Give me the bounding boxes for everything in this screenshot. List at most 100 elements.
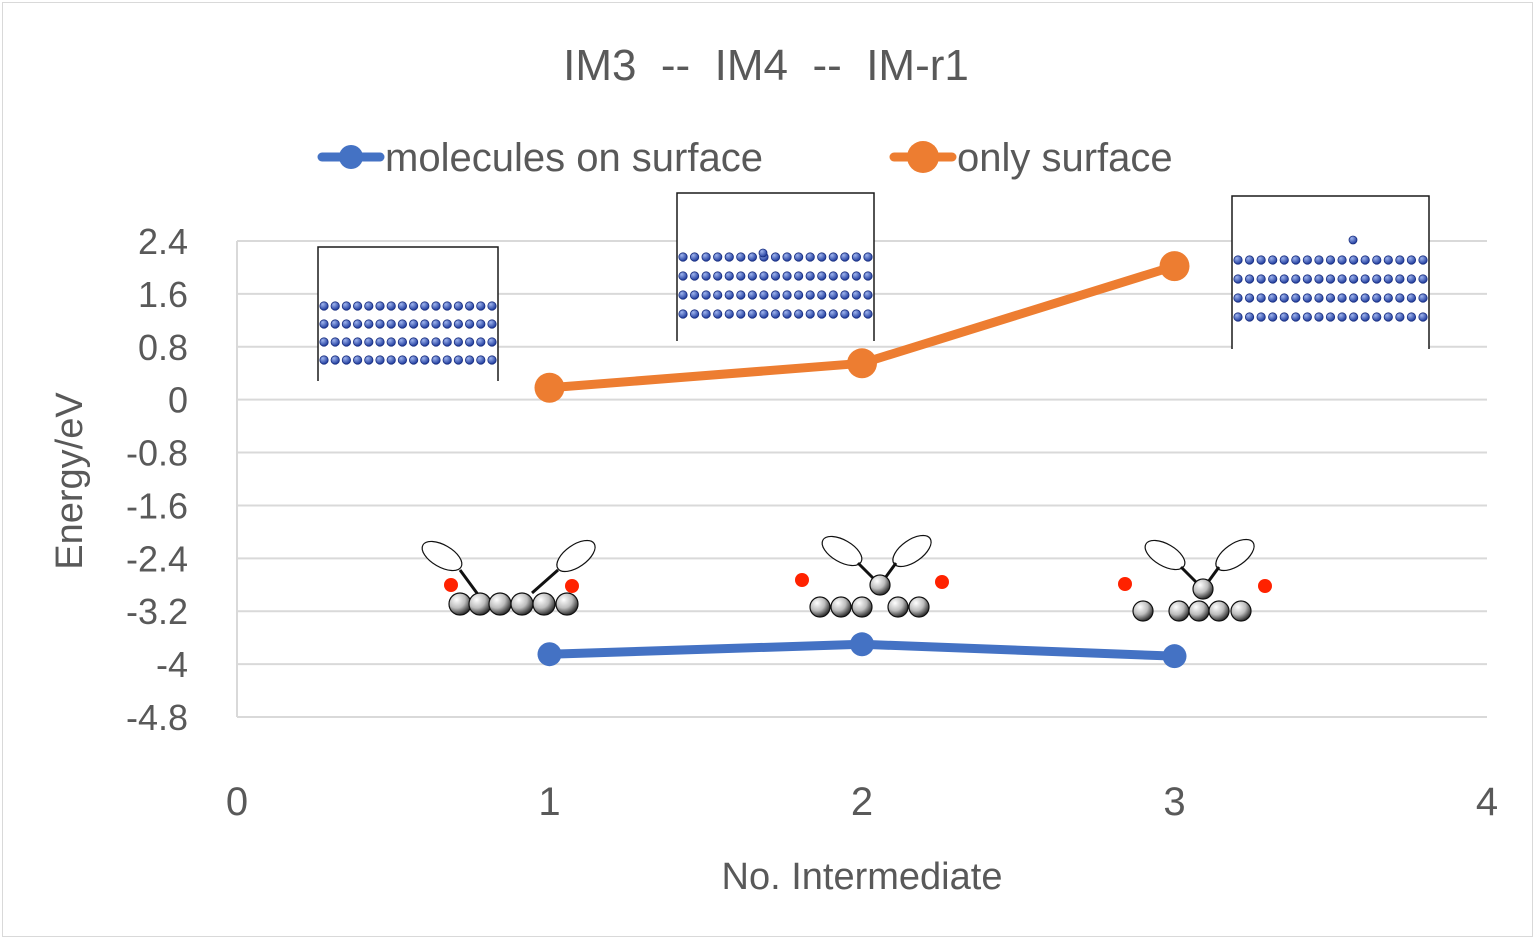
adsorbate-atom <box>758 248 768 258</box>
atom <box>453 301 463 311</box>
atom <box>476 319 486 329</box>
atom <box>442 355 452 365</box>
atom <box>908 596 930 618</box>
oxygen-atom <box>565 579 579 593</box>
atom <box>851 252 862 262</box>
atom <box>782 290 792 300</box>
atom <box>1244 274 1255 284</box>
atom <box>747 290 757 300</box>
atom <box>1395 255 1405 265</box>
atom <box>319 337 329 347</box>
atom <box>724 290 734 300</box>
atom <box>747 271 757 281</box>
atom <box>319 355 329 365</box>
atom <box>1383 293 1393 303</box>
atom <box>375 337 385 347</box>
atom <box>1291 274 1301 284</box>
atom <box>1256 293 1266 303</box>
atom <box>352 355 363 365</box>
atom <box>1314 255 1324 265</box>
atom <box>828 252 838 262</box>
x-tick-label: 1 <box>538 780 560 824</box>
atom <box>701 271 711 281</box>
atom <box>851 271 862 281</box>
atom <box>464 337 475 347</box>
atom <box>1279 293 1289 303</box>
atom <box>442 319 452 329</box>
atom <box>1406 293 1417 303</box>
atom <box>352 337 363 347</box>
y-tick-label: 2.4 <box>138 221 188 262</box>
atom <box>464 319 475 329</box>
atom <box>770 309 781 319</box>
data-point <box>534 372 565 403</box>
atom <box>747 252 757 262</box>
x-tick-label: 0 <box>226 780 248 824</box>
atom <box>1268 293 1278 303</box>
atom <box>375 319 385 329</box>
molecule-structure-icon <box>795 534 949 618</box>
atom <box>713 271 723 281</box>
atom <box>1337 312 1347 322</box>
slab-structure-icon <box>676 192 875 341</box>
atom <box>817 309 827 319</box>
y-axis-label: Energy/eV <box>49 392 91 570</box>
atom <box>805 271 815 281</box>
atom <box>464 355 475 365</box>
atom <box>1372 293 1382 303</box>
legend: molecules on surface only surface <box>317 136 1173 180</box>
atom <box>701 309 711 319</box>
atom <box>397 337 407 347</box>
cell-outline <box>1231 195 1430 349</box>
data-point <box>537 642 562 667</box>
atom <box>1268 312 1278 322</box>
atom <box>805 252 815 262</box>
atom <box>805 309 815 319</box>
atom <box>736 271 746 281</box>
atom <box>408 355 419 365</box>
atom <box>1383 312 1393 322</box>
atom <box>724 309 734 319</box>
atom <box>1268 255 1278 265</box>
atom <box>689 252 700 262</box>
series-layer <box>534 251 1190 669</box>
atom <box>1372 312 1382 322</box>
legend-marker-only-surface <box>907 141 939 173</box>
atom <box>397 301 407 311</box>
atom <box>817 271 827 281</box>
atom <box>476 337 486 347</box>
atom <box>1302 274 1312 284</box>
atom <box>468 592 492 616</box>
atom <box>1325 274 1336 284</box>
atom <box>689 309 700 319</box>
cell-outline <box>676 192 875 341</box>
atom <box>1244 255 1255 265</box>
ligand-lobe <box>1144 539 1186 571</box>
atom <box>759 309 769 319</box>
atom <box>364 337 374 347</box>
atom <box>1418 255 1428 265</box>
atom <box>532 592 556 616</box>
atom <box>1279 274 1289 284</box>
atom <box>375 355 385 365</box>
atom <box>1406 274 1417 284</box>
atom <box>1279 312 1289 322</box>
atom <box>1291 255 1301 265</box>
atom <box>794 309 804 319</box>
atom <box>341 301 351 311</box>
inset-background <box>677 193 874 341</box>
data-point <box>1162 644 1187 669</box>
atom <box>555 592 579 616</box>
x-axis-ticks: 0 1 2 3 4 <box>226 780 1498 824</box>
y-tick-label: 1.6 <box>138 274 188 315</box>
atom <box>1395 274 1405 284</box>
atom <box>689 271 700 281</box>
atom <box>1372 255 1382 265</box>
atom <box>828 309 838 319</box>
atom <box>782 271 792 281</box>
atom <box>1268 274 1278 284</box>
atom <box>1418 274 1428 284</box>
atom <box>1132 600 1154 622</box>
x-axis-label: No. Intermediate <box>722 856 1003 898</box>
